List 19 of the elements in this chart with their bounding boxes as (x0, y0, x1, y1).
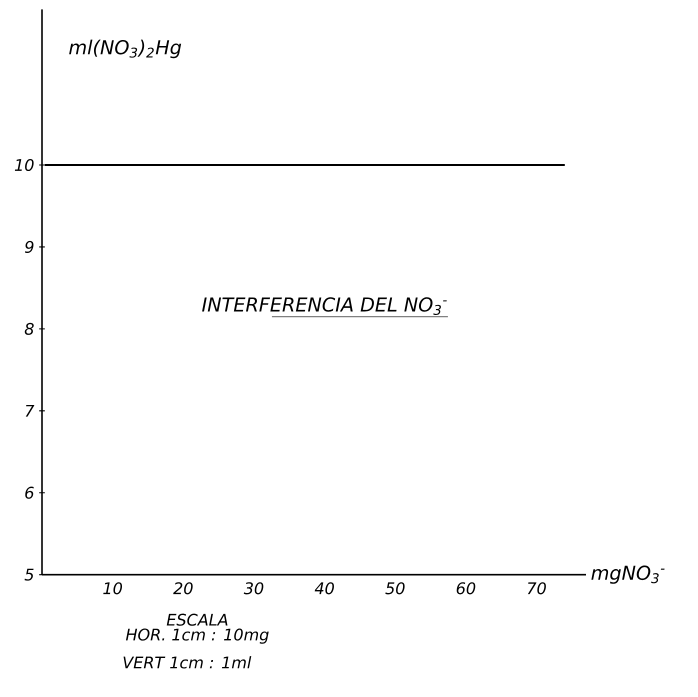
y-tick-label: 9 (24, 241, 34, 254)
x-tick-label: 70 (528, 582, 546, 594)
x-tick-label: 10 (103, 582, 122, 594)
y-axis-title: ml(NO$_{3}$)$_{2}$Hg (69, 40, 182, 58)
x-axis-title: mgNO$_{3}$- (591, 566, 665, 584)
x-tick-label: 20 (173, 582, 193, 594)
y-tick-label: 6 (25, 486, 34, 499)
y-tick-label: 5 (24, 568, 34, 581)
y-tick-label: 10 (14, 159, 34, 172)
x-tick-label: 30 (244, 582, 264, 594)
text: HOR. 1cm : 10mg (126, 628, 269, 644)
x-tick-label: 50 (385, 582, 405, 594)
text: ESCALA (166, 614, 228, 626)
y-tick-label: 8 (24, 322, 34, 336)
y-tick-label: 7 (26, 405, 34, 417)
x-tick-label: 60 (456, 582, 476, 594)
text: VERT 1cm : 1ml (124, 656, 252, 669)
x-tick-label: 40 (314, 582, 334, 594)
text: INTERFERENCIA DEL NO$_{3}$- (202, 297, 447, 316)
